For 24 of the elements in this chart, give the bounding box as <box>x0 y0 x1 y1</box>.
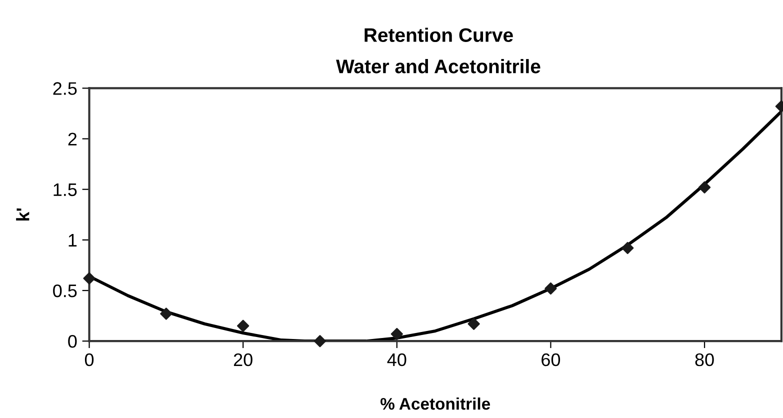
x-tick-label: 20 <box>234 353 252 366</box>
point <box>237 320 250 332</box>
point <box>314 335 326 348</box>
x-tick-label: 60 <box>542 353 560 366</box>
x-tick-label: 80 <box>695 353 714 366</box>
y-tick-label: 2.5 <box>53 82 77 95</box>
x-tick-label: 40 <box>387 353 406 366</box>
chart-subtitle: Water and Acetonitrile <box>336 59 540 74</box>
point <box>698 181 711 194</box>
y-tick-label: 1.5 <box>54 183 77 196</box>
y-axis-title: k' <box>16 208 30 221</box>
point <box>390 328 403 340</box>
point <box>622 242 634 254</box>
y-tick-label: 0 <box>68 335 77 348</box>
point <box>544 282 557 295</box>
point <box>160 308 172 320</box>
y-tick-label: 1 <box>68 234 77 246</box>
x-axis-title: % Acetonitrile <box>380 398 490 410</box>
point <box>83 272 96 284</box>
y-tick-label: 2 <box>68 132 77 146</box>
chart-title: Retention Curve <box>364 28 513 42</box>
x-tick-label: 0 <box>84 353 94 366</box>
point <box>468 318 480 330</box>
y-tick-label: 0.5 <box>53 284 77 298</box>
